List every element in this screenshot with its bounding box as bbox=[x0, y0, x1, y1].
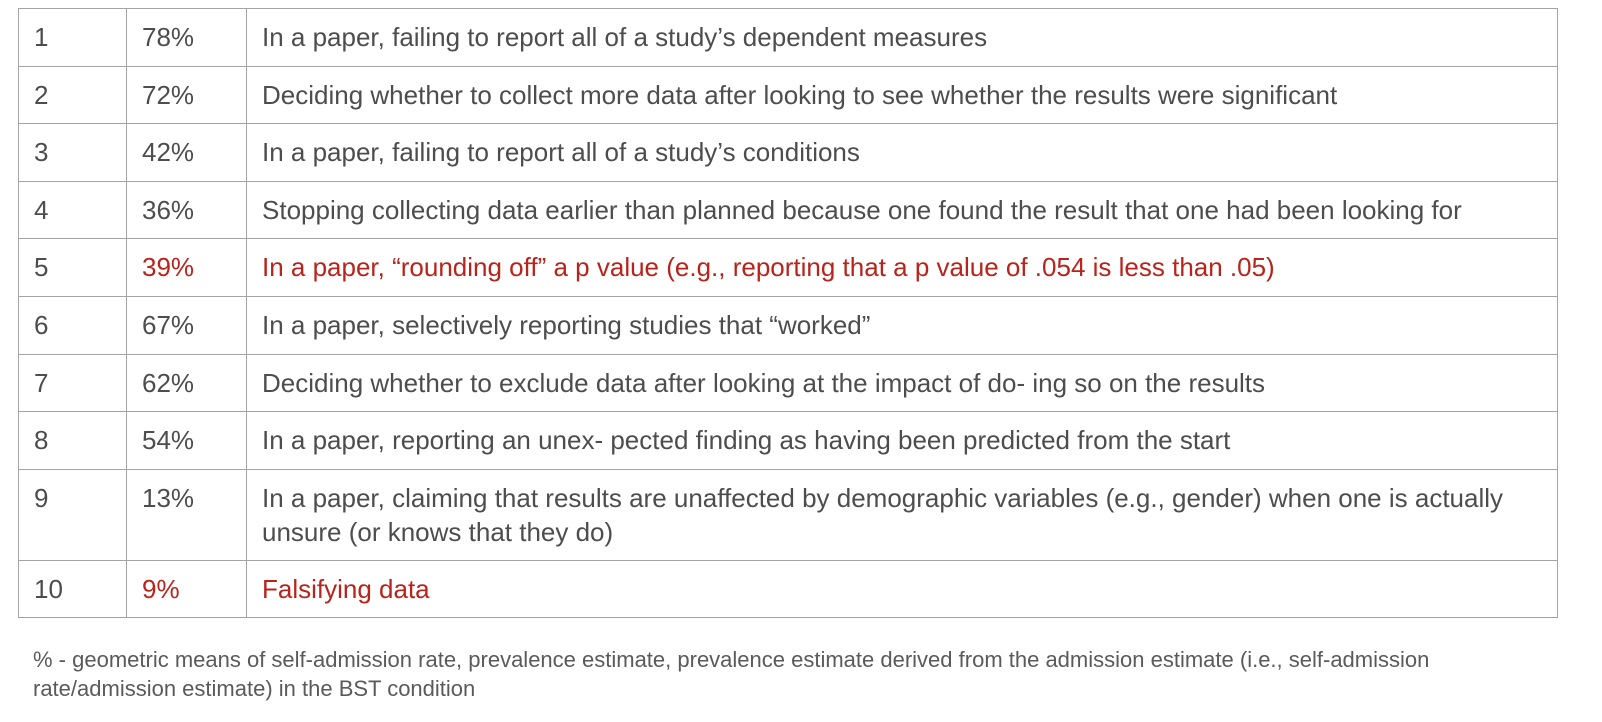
row-number: 8 bbox=[18, 411, 127, 470]
row-number: 6 bbox=[18, 295, 127, 355]
row-description: In a paper, failing to report all of a s… bbox=[246, 8, 1558, 67]
table-row: 7 62% Deciding whether to exclude data a… bbox=[18, 353, 1558, 413]
row-percentage: 54% bbox=[126, 411, 247, 470]
row-description: Stopping collecting data earlier than pl… bbox=[246, 180, 1558, 240]
table-row: 2 72% Deciding whether to collect more d… bbox=[18, 65, 1558, 125]
row-number: 2 bbox=[18, 65, 127, 125]
row-number: 3 bbox=[18, 123, 127, 182]
row-description: Deciding whether to collect more data af… bbox=[246, 65, 1558, 125]
table-row-highlighted: 10 9% Falsifying data bbox=[18, 559, 1558, 619]
row-number: 1 bbox=[18, 8, 127, 67]
row-percentage: 78% bbox=[126, 8, 247, 67]
row-description: Falsifying data bbox=[246, 559, 1558, 619]
row-percentage: 72% bbox=[126, 65, 247, 125]
row-percentage: 42% bbox=[126, 123, 247, 182]
row-percentage: 67% bbox=[126, 295, 247, 355]
table-row: 8 54% In a paper, reporting an unex- pec… bbox=[18, 411, 1558, 470]
table-row-highlighted: 5 39% In a paper, “rounding off” a p val… bbox=[18, 238, 1558, 297]
table-footnote: % - geometric means of self-admission ra… bbox=[33, 647, 1430, 701]
row-description: In a paper, reporting an unex- pected fi… bbox=[246, 411, 1558, 470]
row-number: 5 bbox=[18, 238, 127, 297]
row-description: Deciding whether to exclude data after l… bbox=[246, 353, 1558, 413]
row-description: In a paper, “rounding off” a p value (e.… bbox=[246, 238, 1558, 297]
row-percentage: 62% bbox=[126, 353, 247, 413]
table-row: 9 13% In a paper, claiming that results … bbox=[18, 468, 1558, 561]
row-percentage: 13% bbox=[126, 468, 247, 561]
row-description: In a paper, failing to report all of a s… bbox=[246, 123, 1558, 182]
table-row: 4 36% Stopping collecting data earlier t… bbox=[18, 180, 1558, 240]
row-description: In a paper, claiming that results are un… bbox=[246, 468, 1558, 561]
table-row: 3 42% In a paper, failing to report all … bbox=[18, 123, 1558, 182]
practices-table: 1 78% In a paper, failing to report all … bbox=[18, 8, 1558, 619]
row-percentage: 9% bbox=[126, 559, 247, 619]
row-percentage: 39% bbox=[126, 238, 247, 297]
row-percentage: 36% bbox=[126, 180, 247, 240]
row-number: 10 bbox=[18, 559, 127, 619]
table-row: 1 78% In a paper, failing to report all … bbox=[18, 8, 1558, 67]
row-number: 4 bbox=[18, 180, 127, 240]
table-row: 6 67% In a paper, selectively reporting … bbox=[18, 295, 1558, 355]
row-number: 7 bbox=[18, 353, 127, 413]
row-description: In a paper, selectively reporting studie… bbox=[246, 295, 1558, 355]
row-number: 9 bbox=[18, 468, 127, 561]
